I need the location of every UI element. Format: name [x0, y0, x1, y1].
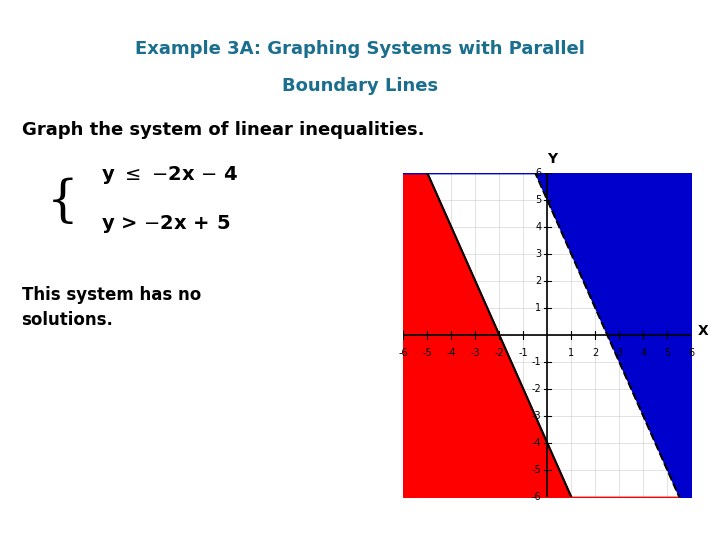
Text: -5: -5 — [423, 348, 432, 359]
Text: -3: -3 — [470, 348, 480, 359]
Text: -2: -2 — [495, 348, 504, 359]
Text: -3: -3 — [531, 411, 541, 421]
Text: -6: -6 — [398, 348, 408, 359]
Text: -4: -4 — [531, 438, 541, 448]
Text: 6: 6 — [535, 168, 541, 178]
Text: Boundary Lines: Boundary Lines — [282, 77, 438, 96]
Text: 4: 4 — [640, 348, 647, 359]
Text: y $\leq$ $-$2x $-$ 4: y $\leq$ $-$2x $-$ 4 — [101, 165, 238, 186]
Text: -4: -4 — [446, 348, 456, 359]
Text: X: X — [698, 324, 708, 338]
Text: 1: 1 — [535, 303, 541, 313]
Text: 6: 6 — [688, 348, 694, 359]
Text: 5: 5 — [664, 348, 670, 359]
Text: -1: -1 — [518, 348, 528, 359]
Text: Y: Y — [547, 152, 557, 166]
Text: y > $-$2x + 5: y > $-$2x + 5 — [101, 213, 230, 235]
Text: 2: 2 — [535, 276, 541, 286]
Text: {: { — [47, 178, 78, 227]
Text: -1: -1 — [531, 357, 541, 367]
Text: -5: -5 — [531, 465, 541, 475]
Text: 3: 3 — [535, 249, 541, 259]
Text: 5: 5 — [535, 195, 541, 205]
Text: -2: -2 — [531, 384, 541, 394]
Text: This system has no
solutions.: This system has no solutions. — [22, 286, 201, 329]
Text: 4: 4 — [535, 222, 541, 232]
Text: Example 3A: Graphing Systems with Parallel: Example 3A: Graphing Systems with Parall… — [135, 39, 585, 58]
Text: 2: 2 — [592, 348, 598, 359]
Text: 1: 1 — [568, 348, 575, 359]
Text: -6: -6 — [531, 492, 541, 502]
Text: 3: 3 — [616, 348, 622, 359]
Text: Graph the system of linear inequalities.: Graph the system of linear inequalities. — [22, 120, 424, 139]
